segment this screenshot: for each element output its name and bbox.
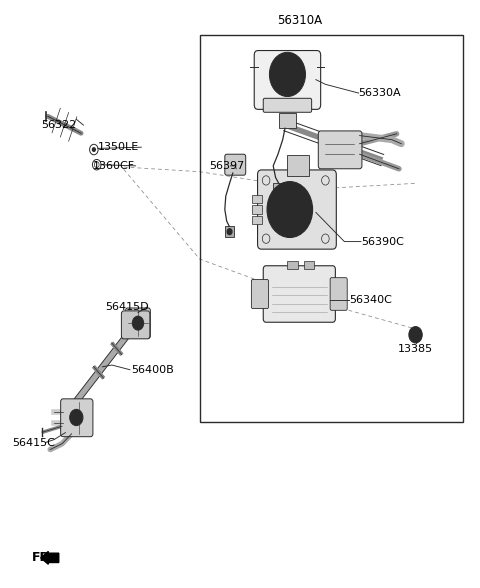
Text: 56310A: 56310A bbox=[277, 14, 322, 26]
FancyBboxPatch shape bbox=[318, 131, 362, 169]
FancyBboxPatch shape bbox=[121, 311, 150, 339]
Circle shape bbox=[412, 330, 420, 339]
Circle shape bbox=[70, 409, 83, 426]
Bar bbox=[200, 35, 463, 422]
FancyBboxPatch shape bbox=[254, 51, 321, 109]
Circle shape bbox=[276, 60, 300, 89]
FancyBboxPatch shape bbox=[263, 266, 336, 322]
Text: 56322: 56322 bbox=[41, 120, 76, 130]
Bar bbox=[225, 226, 234, 237]
FancyBboxPatch shape bbox=[126, 308, 150, 338]
FancyBboxPatch shape bbox=[263, 98, 312, 112]
Text: 56330A: 56330A bbox=[359, 88, 401, 98]
Bar bbox=[252, 216, 262, 224]
Text: 56397: 56397 bbox=[209, 161, 244, 171]
Text: FR.: FR. bbox=[32, 551, 55, 564]
Bar bbox=[252, 195, 262, 203]
Bar bbox=[279, 113, 296, 128]
Bar bbox=[252, 205, 262, 213]
Text: 56415D: 56415D bbox=[105, 302, 148, 312]
Bar bbox=[288, 260, 298, 269]
FancyBboxPatch shape bbox=[258, 170, 336, 249]
Text: 56390C: 56390C bbox=[361, 236, 404, 246]
Circle shape bbox=[93, 148, 96, 151]
Text: 56400B: 56400B bbox=[131, 365, 174, 375]
Text: 56340C: 56340C bbox=[349, 295, 392, 305]
Text: 56415C: 56415C bbox=[12, 437, 55, 447]
Bar bbox=[288, 155, 309, 176]
Circle shape bbox=[414, 333, 417, 336]
Text: 1360CF: 1360CF bbox=[93, 161, 135, 171]
Circle shape bbox=[276, 192, 304, 227]
Circle shape bbox=[269, 52, 305, 96]
FancyBboxPatch shape bbox=[225, 154, 246, 175]
Bar bbox=[273, 183, 284, 192]
FancyBboxPatch shape bbox=[252, 279, 268, 309]
Text: 1350LE: 1350LE bbox=[97, 142, 139, 152]
FancyArrow shape bbox=[41, 552, 59, 564]
Circle shape bbox=[132, 316, 144, 330]
Circle shape bbox=[282, 68, 293, 81]
Text: 13385: 13385 bbox=[398, 343, 433, 353]
FancyBboxPatch shape bbox=[330, 278, 347, 310]
FancyBboxPatch shape bbox=[60, 399, 93, 437]
Circle shape bbox=[267, 182, 312, 238]
Bar bbox=[304, 260, 314, 269]
Circle shape bbox=[409, 326, 422, 343]
Circle shape bbox=[227, 229, 232, 235]
Circle shape bbox=[285, 203, 295, 215]
